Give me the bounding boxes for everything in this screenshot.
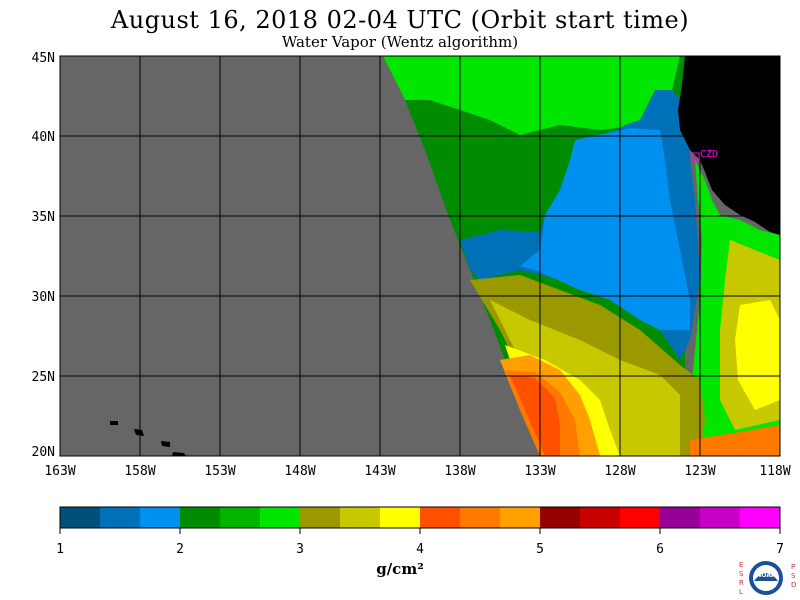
island-maui — [161, 441, 170, 447]
noaa-esrl-logo: E S R L P S D NOAA — [739, 561, 796, 596]
colorbar-segment — [580, 507, 621, 528]
svg-text:R: R — [739, 579, 744, 587]
colorbar-segment — [340, 507, 381, 528]
logo-right-letters: P S D — [791, 563, 796, 589]
colorbar-segment — [300, 507, 341, 528]
lon-label: 148W — [284, 464, 315, 479]
svg-text:E: E — [739, 561, 743, 569]
lat-label: 25N — [32, 370, 55, 385]
lat-label: 35N — [32, 210, 55, 225]
lon-label: 158W — [124, 464, 155, 479]
colorbar-tick-label: 3 — [296, 542, 304, 557]
colorbar-tick-label: 4 — [416, 542, 424, 557]
svg-text:D: D — [791, 581, 796, 589]
noaa-badge-text: NOAA — [756, 572, 776, 579]
lon-label: 143W — [364, 464, 395, 479]
lon-label: 118W — [759, 464, 790, 479]
colorbar-segment — [220, 507, 261, 528]
map-panel — [60, 56, 780, 456]
svg-text:S: S — [739, 570, 744, 578]
colorbar-tick-label: 1 — [56, 542, 64, 557]
map-subtitle: Water Vapor (Wentz algorithm) — [281, 33, 519, 51]
colorbar-segment — [420, 507, 461, 528]
colorbar-segment — [740, 507, 781, 528]
vapor-band-blue-light — [520, 128, 690, 330]
colorbar-segment — [700, 507, 741, 528]
map-gridlines — [60, 56, 780, 456]
vapor-band-yellow-olive — [490, 300, 680, 456]
svg-text:P: P — [791, 563, 795, 571]
lon-label: 163W — [44, 464, 75, 479]
hawaiian-islands — [110, 421, 186, 456]
colorbar — [59, 507, 781, 534]
colorbar-tick-label: 7 — [776, 542, 784, 557]
vapor-band-south-orange — [690, 425, 780, 456]
colorbar-segment — [620, 507, 661, 528]
lat-label: 30N — [32, 290, 55, 305]
svg-text:S: S — [791, 572, 796, 580]
svg-text:L: L — [739, 588, 743, 596]
noaa-bird-icon — [754, 573, 778, 581]
station-marker: CZD — [691, 149, 718, 161]
latitude-labels: 45N 40N 35N 30N 25N 20N — [32, 51, 55, 460]
island-kauai — [110, 421, 118, 425]
logo-left-letters: E S R L — [739, 561, 744, 596]
colorbar-segment — [140, 507, 181, 528]
colorbar-segment — [660, 507, 701, 528]
lat-label: 40N — [32, 130, 55, 145]
longitude-labels: 163W 158W 153W 148W 143W 138W 133W 128W … — [44, 464, 790, 479]
lat-label: 20N — [32, 445, 55, 460]
station-label: CZD — [700, 149, 718, 160]
station-marker-box — [691, 152, 700, 161]
colorbar-unit-label: g/cm² — [376, 560, 424, 578]
colorbar-tick-label: 5 — [536, 542, 544, 557]
colorbar-tick-label: 6 — [656, 542, 664, 557]
map-frame — [59, 55, 781, 457]
lon-label: 133W — [524, 464, 555, 479]
colorbar-tick-label: 2 — [176, 542, 184, 557]
vapor-band-coastal-bright-yellow — [735, 300, 780, 410]
vapor-band-orange-red — [510, 375, 560, 456]
lat-label: 45N — [32, 51, 55, 66]
colorbar-segment — [260, 507, 301, 528]
colorbar-segment — [540, 507, 581, 528]
colorbar-tick-labels: 1 2 3 4 5 6 7 — [56, 542, 784, 557]
colorbar-segment — [500, 507, 541, 528]
colorbar-segment — [380, 507, 421, 528]
lon-label: 128W — [604, 464, 635, 479]
land-mass — [678, 56, 780, 235]
colorbar-frame — [59, 506, 781, 529]
lon-label: 123W — [684, 464, 715, 479]
island-hawaii — [172, 452, 186, 456]
map-title: August 16, 2018 02-04 UTC (Orbit start t… — [110, 6, 690, 34]
colorbar-segment — [60, 507, 101, 528]
lon-label: 153W — [204, 464, 235, 479]
colorbar-segment — [100, 507, 141, 528]
colorbar-segment — [460, 507, 501, 528]
island-oahu — [134, 429, 144, 436]
colorbar-segment — [180, 507, 221, 528]
vapor-band-green-bright — [383, 56, 680, 135]
lon-label: 138W — [444, 464, 475, 479]
